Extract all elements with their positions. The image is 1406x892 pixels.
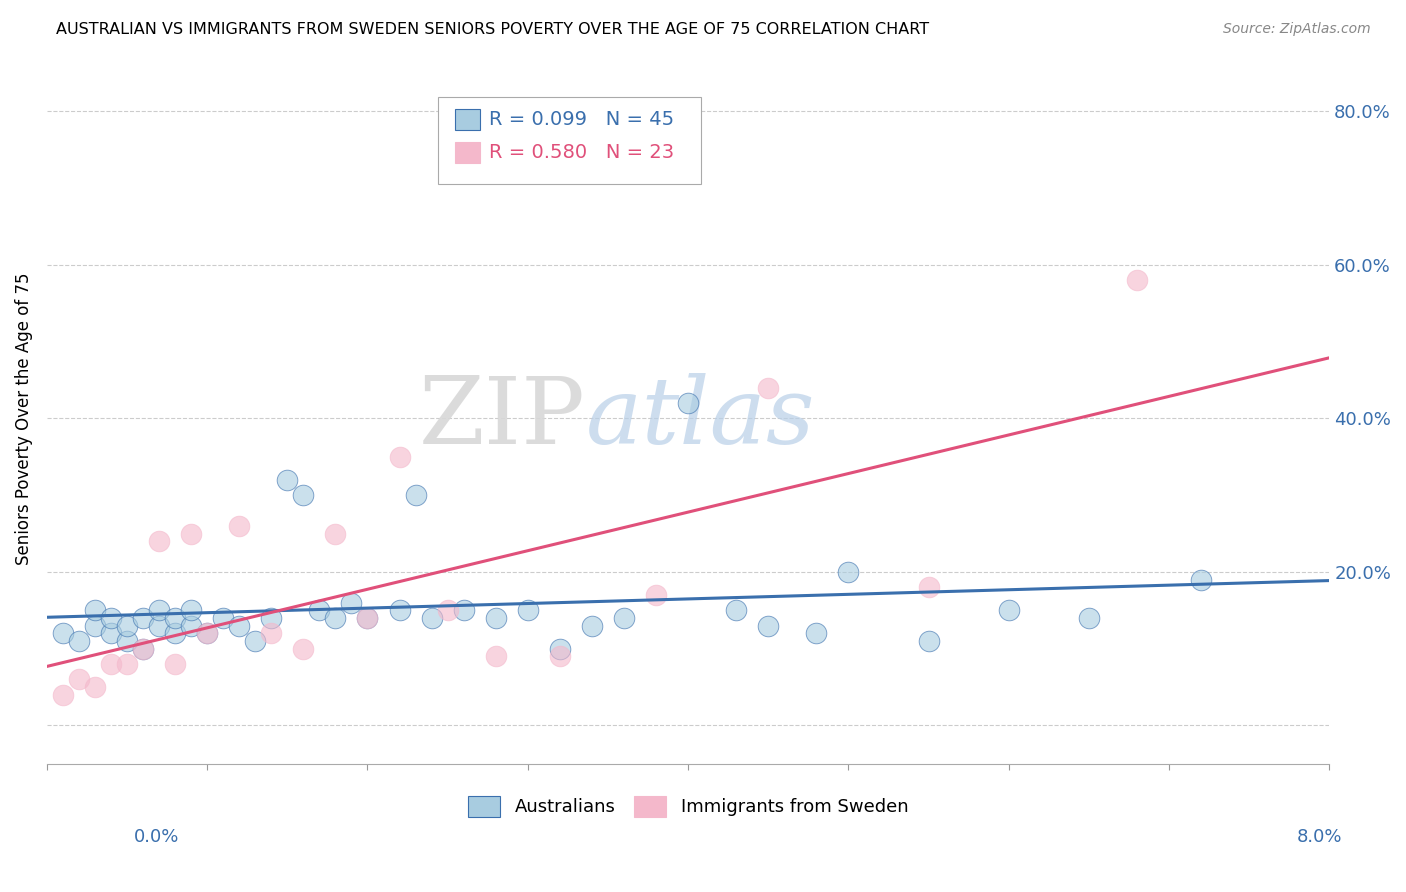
Point bbox=[436, 603, 458, 617]
Point bbox=[997, 603, 1019, 617]
Point bbox=[453, 603, 475, 617]
Point bbox=[195, 626, 218, 640]
Point bbox=[725, 603, 748, 617]
Point bbox=[67, 634, 90, 648]
Point bbox=[356, 611, 378, 625]
Point bbox=[115, 634, 138, 648]
Point bbox=[67, 673, 90, 687]
Point bbox=[756, 381, 779, 395]
Point bbox=[325, 611, 347, 625]
Point bbox=[52, 688, 75, 702]
Point bbox=[245, 634, 267, 648]
FancyBboxPatch shape bbox=[439, 97, 702, 184]
Point bbox=[148, 603, 170, 617]
Point bbox=[195, 626, 218, 640]
Point bbox=[548, 649, 571, 664]
Text: atlas: atlas bbox=[585, 374, 815, 464]
Point bbox=[180, 618, 202, 632]
Point bbox=[581, 618, 603, 632]
Point bbox=[260, 611, 283, 625]
Point bbox=[1077, 611, 1099, 625]
Point bbox=[292, 641, 315, 656]
Point bbox=[548, 641, 571, 656]
Legend: Australians, Immigrants from Sweden: Australians, Immigrants from Sweden bbox=[461, 789, 915, 824]
Point bbox=[485, 649, 508, 664]
Point bbox=[917, 634, 939, 648]
Point bbox=[756, 618, 779, 632]
Point bbox=[180, 526, 202, 541]
Point bbox=[100, 657, 122, 671]
Point bbox=[148, 618, 170, 632]
Point bbox=[132, 641, 155, 656]
Point bbox=[917, 580, 939, 594]
Point bbox=[516, 603, 538, 617]
Point bbox=[308, 603, 330, 617]
Point bbox=[806, 626, 828, 640]
Point bbox=[388, 603, 411, 617]
Y-axis label: Seniors Poverty Over the Age of 75: Seniors Poverty Over the Age of 75 bbox=[15, 272, 32, 565]
Point bbox=[212, 611, 235, 625]
Text: ZIP: ZIP bbox=[419, 374, 585, 464]
Text: R = 0.580   N = 23: R = 0.580 N = 23 bbox=[489, 143, 675, 162]
Point bbox=[228, 618, 250, 632]
Point bbox=[837, 565, 859, 579]
Point bbox=[292, 488, 315, 502]
Point bbox=[1126, 273, 1149, 287]
Point bbox=[645, 588, 668, 602]
Point bbox=[132, 611, 155, 625]
Point bbox=[84, 680, 107, 694]
Point bbox=[115, 618, 138, 632]
Point bbox=[325, 526, 347, 541]
Point bbox=[84, 603, 107, 617]
Point bbox=[52, 626, 75, 640]
Point bbox=[165, 626, 187, 640]
Point bbox=[260, 626, 283, 640]
Point bbox=[228, 519, 250, 533]
Bar bbox=[454, 109, 481, 129]
Point bbox=[132, 641, 155, 656]
Point bbox=[405, 488, 427, 502]
Point bbox=[388, 450, 411, 464]
Point bbox=[485, 611, 508, 625]
Text: R = 0.099   N = 45: R = 0.099 N = 45 bbox=[489, 110, 675, 128]
Point bbox=[676, 396, 699, 410]
Text: 8.0%: 8.0% bbox=[1298, 828, 1343, 846]
Text: 0.0%: 0.0% bbox=[134, 828, 179, 846]
Point bbox=[613, 611, 636, 625]
Point bbox=[356, 611, 378, 625]
Point bbox=[84, 618, 107, 632]
Point bbox=[1189, 573, 1212, 587]
Point bbox=[100, 611, 122, 625]
Point bbox=[165, 657, 187, 671]
Point bbox=[420, 611, 443, 625]
Point bbox=[180, 603, 202, 617]
Point bbox=[165, 611, 187, 625]
Text: AUSTRALIAN VS IMMIGRANTS FROM SWEDEN SENIORS POVERTY OVER THE AGE OF 75 CORRELAT: AUSTRALIAN VS IMMIGRANTS FROM SWEDEN SEN… bbox=[56, 22, 929, 37]
Point bbox=[148, 534, 170, 549]
Point bbox=[276, 473, 298, 487]
Point bbox=[100, 626, 122, 640]
Point bbox=[340, 596, 363, 610]
Point bbox=[115, 657, 138, 671]
Text: Source: ZipAtlas.com: Source: ZipAtlas.com bbox=[1223, 22, 1371, 37]
Bar bbox=[454, 142, 481, 162]
